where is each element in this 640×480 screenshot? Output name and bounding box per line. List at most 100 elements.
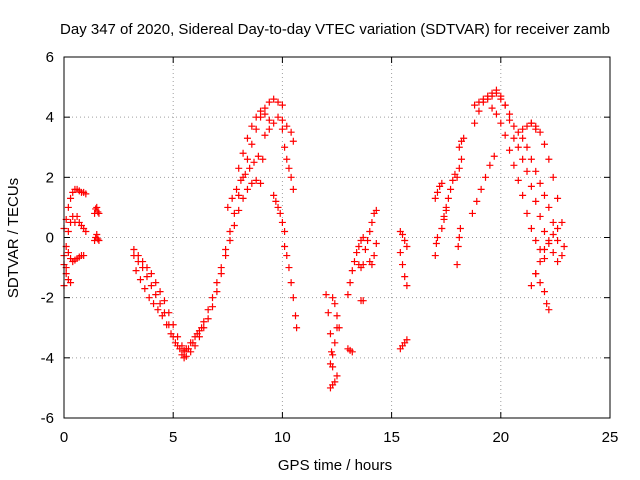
data-point — [536, 179, 544, 187]
data-point — [156, 300, 164, 308]
data-point — [163, 321, 171, 329]
data-point — [228, 194, 236, 202]
y-axis-label: SDTVAR / TECUs — [5, 178, 22, 298]
series-t29 — [431, 234, 441, 260]
data-point — [372, 240, 380, 248]
data-point — [490, 152, 498, 160]
data-point — [167, 330, 175, 338]
data-point — [482, 173, 490, 181]
data-point — [506, 146, 514, 154]
data-point — [501, 131, 509, 139]
data-point — [523, 122, 531, 130]
data-point — [193, 330, 201, 338]
data-point — [438, 179, 446, 187]
data-point — [147, 270, 155, 278]
data-point — [248, 122, 256, 130]
series-t45 — [519, 119, 540, 133]
data-point — [261, 110, 269, 118]
data-point — [281, 143, 289, 151]
x-axis-label: GPS time / hours — [278, 457, 392, 474]
data-point — [252, 113, 260, 121]
data-point — [287, 128, 295, 136]
data-point — [252, 176, 260, 184]
data-point — [527, 119, 535, 127]
data-point — [456, 224, 464, 232]
data-point — [486, 161, 494, 169]
data-point — [230, 221, 238, 229]
data-point — [243, 155, 251, 163]
series-t9 — [132, 267, 206, 356]
data-point — [184, 345, 192, 353]
data-point — [93, 230, 101, 238]
data-point — [204, 306, 212, 314]
x-tick-label: 0 — [60, 429, 68, 446]
data-point — [230, 209, 238, 217]
series-t4 — [71, 212, 90, 235]
series-t27 — [396, 249, 411, 290]
series-t21 — [344, 345, 356, 356]
data-point — [554, 224, 562, 232]
data-point — [540, 227, 548, 235]
data-point — [501, 101, 509, 109]
data-point — [348, 267, 356, 275]
data-point — [433, 188, 441, 196]
data-point — [200, 318, 208, 326]
data-point — [281, 243, 289, 251]
data-point — [67, 279, 75, 287]
y-tick-label: 0 — [46, 230, 54, 247]
data-point — [198, 324, 206, 332]
data-point — [145, 294, 153, 302]
series-t15 — [281, 243, 301, 332]
data-point — [134, 258, 142, 266]
data-point — [239, 194, 247, 202]
data-point — [473, 197, 481, 205]
data-point — [243, 185, 251, 193]
data-point — [527, 155, 535, 163]
data-point — [152, 291, 160, 299]
series-t44 — [532, 270, 553, 314]
data-point — [479, 95, 487, 103]
data-point — [536, 258, 544, 266]
data-point — [156, 288, 164, 296]
data-point — [523, 143, 531, 151]
data-point — [366, 227, 374, 235]
data-point — [549, 173, 557, 181]
series-t24 — [361, 206, 380, 254]
data-point — [274, 98, 282, 106]
series-t35 — [455, 134, 468, 151]
data-point — [455, 164, 463, 172]
series-t32 — [438, 206, 450, 232]
data-point — [283, 252, 291, 260]
data-point — [289, 185, 297, 193]
data-point — [278, 116, 286, 124]
data-point — [532, 237, 540, 245]
data-point — [438, 224, 446, 232]
data-point — [549, 218, 557, 226]
data-point — [252, 125, 260, 133]
series-t20 — [344, 234, 367, 299]
data-point — [492, 110, 500, 118]
data-point — [471, 101, 479, 109]
data-point — [353, 249, 361, 257]
data-point — [189, 339, 197, 347]
series-t11 — [235, 107, 273, 172]
x-tick-label: 15 — [383, 429, 400, 446]
y-tick-label: -2 — [41, 290, 54, 307]
data-point — [361, 246, 369, 254]
data-point — [372, 206, 380, 214]
data-point — [506, 110, 514, 118]
data-point — [150, 300, 158, 308]
data-point — [154, 306, 162, 314]
data-point — [243, 134, 251, 142]
data-point — [67, 194, 75, 202]
data-point — [399, 230, 407, 238]
data-point — [322, 291, 330, 299]
series-t22 — [357, 297, 367, 305]
series-t38 — [471, 86, 509, 109]
data-point — [510, 122, 518, 130]
data-point — [560, 243, 568, 251]
data-point — [152, 279, 160, 287]
data-point — [545, 237, 553, 245]
chart-title: Day 347 of 2020, Sidereal Day-to-day VTE… — [60, 21, 610, 38]
data-point — [226, 237, 234, 245]
